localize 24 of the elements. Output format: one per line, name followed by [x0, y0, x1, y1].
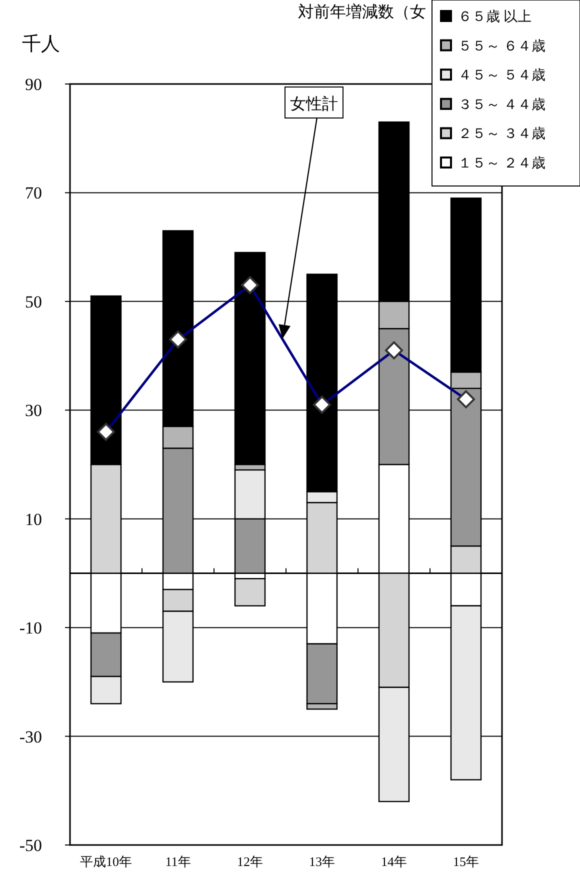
y-tick-label: 70 [25, 184, 42, 203]
chart-title: 対前年増減数（女 [298, 3, 426, 21]
legend-label: ６５歳 以上 [458, 9, 532, 25]
y-tick-label: -30 [19, 727, 42, 746]
x-tick-label: 11年 [165, 854, 191, 869]
x-tick-label: 12年 [237, 854, 263, 869]
legend-label: ２５～ ３４歳 [458, 126, 546, 142]
legend-label: ３５～ ４４歳 [458, 96, 546, 113]
legend-label: １５～ ２４歳 [458, 156, 546, 172]
y-tick-label: 50 [25, 292, 42, 312]
y-axis-title: 千人 [22, 34, 60, 55]
y-tick-label: -50 [19, 836, 42, 855]
y-tick-label: 30 [25, 401, 42, 420]
text: 女性計 [290, 95, 338, 113]
y-tick-label: 90 [25, 75, 42, 94]
x-tick-label: 13年 [309, 854, 335, 869]
legend-label: ４５～ ５４歳 [458, 68, 546, 84]
legend-label: ５５～ ６４歳 [458, 38, 546, 54]
x-tick-label: 15年 [453, 854, 479, 869]
y-tick-label: 10 [25, 510, 42, 529]
x-tick-label: 平成10年 [80, 854, 132, 869]
x-tick-label: 14年 [381, 854, 407, 869]
y-tick-label: -10 [19, 618, 42, 638]
bar [234, 578, 266, 606]
